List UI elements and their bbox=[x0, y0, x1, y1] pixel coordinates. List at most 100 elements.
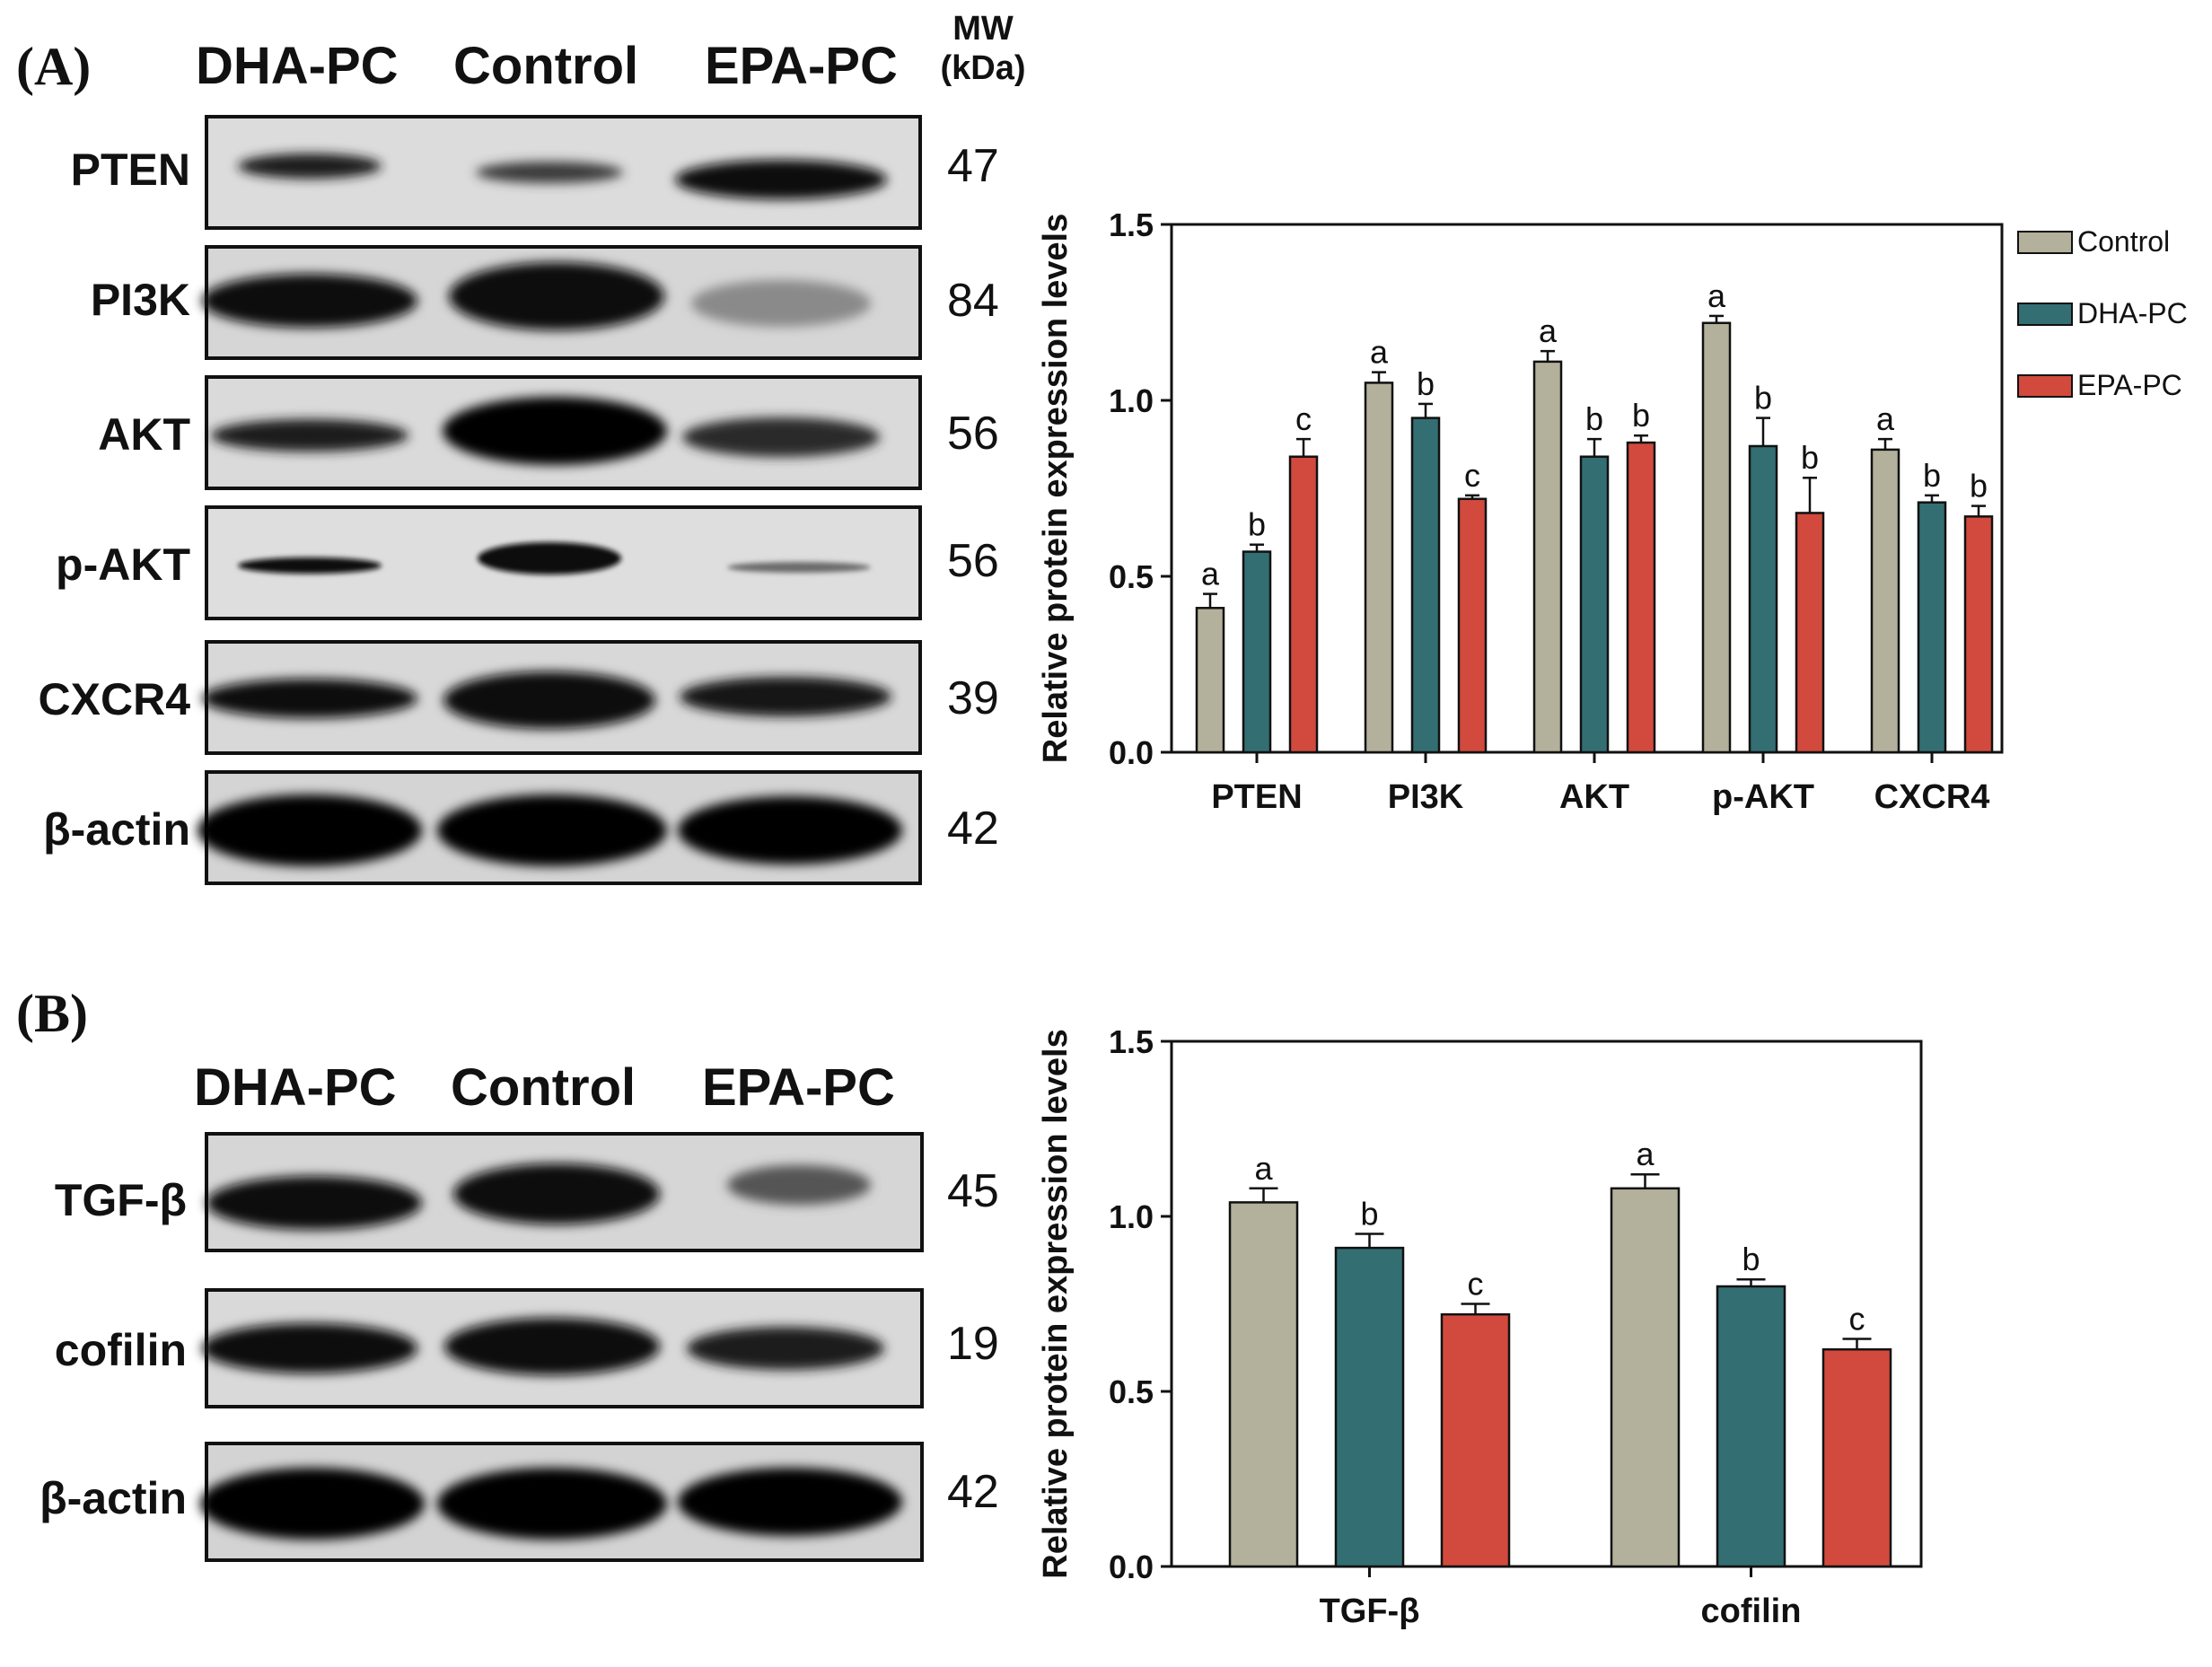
chart-a-ytick-label: 1.5 bbox=[1109, 206, 1154, 243]
blot-b-protein-1: cofilin bbox=[54, 1325, 187, 1375]
blot-a-protein-2: AKT bbox=[98, 409, 190, 460]
chart-b-sig-letter-1-2: c bbox=[1849, 1301, 1865, 1338]
chart-a-bar-3-0 bbox=[1701, 321, 1732, 754]
chart-a-sig-letter-2-1: b bbox=[1585, 400, 1603, 437]
chart-b-bar-0-2 bbox=[1440, 1312, 1511, 1568]
chart-b-sig-letter-1-0: a bbox=[1636, 1136, 1655, 1172]
chart-a-legend-swatch-2 bbox=[2017, 374, 2073, 398]
chart-a-ytick-label: 0.0 bbox=[1109, 734, 1154, 771]
panel-a-label: (A) bbox=[16, 37, 92, 96]
chart-a-sig-letter-3-0: a bbox=[1707, 277, 1726, 314]
blot-b-1 bbox=[202, 1288, 924, 1408]
chart-b-ytick-label: 1.0 bbox=[1109, 1198, 1154, 1235]
chart-a-sig-letter-0-2: c bbox=[1295, 400, 1312, 437]
blot-b-protein-2: β-actin bbox=[40, 1473, 187, 1523]
lane-label-epa-pc: EPA-PC bbox=[705, 37, 898, 95]
blot-a-protein-3: p-AKT bbox=[56, 540, 190, 590]
chart-b-sig-letter-0-2: c bbox=[1468, 1266, 1484, 1303]
blot-a-mw-3: 56 bbox=[947, 535, 999, 587]
chart-a-sig-letter-4-1: b bbox=[1923, 457, 1941, 494]
chart-b-ytick-label: 0.5 bbox=[1109, 1373, 1154, 1410]
chart-a-xtick-label-2: AKT bbox=[1559, 778, 1629, 816]
chart-a-xtick-label-0: PTEN bbox=[1211, 778, 1302, 816]
chart-a-bar-4-0 bbox=[1870, 448, 1900, 754]
chart-b-ytick-label: 1.5 bbox=[1109, 1023, 1154, 1060]
blot-a-3 bbox=[205, 505, 922, 620]
chart-a-legend-swatch-1 bbox=[2017, 303, 2073, 326]
chart-a-bar-1-0 bbox=[1364, 382, 1394, 754]
chart-a: 0.0 0.5 1.0 1.5 Relative protein expression … bbox=[1037, 206, 2188, 816]
chart-a-sig-letter-1-2: c bbox=[1464, 457, 1480, 494]
chart-b-ylabel: Relative protein expression levels bbox=[1037, 1029, 1075, 1579]
chart-b-bar-1-1 bbox=[1716, 1285, 1786, 1568]
mw-header-line2: (kDa) bbox=[940, 49, 1026, 87]
chart-b-sig-letter-0-1: b bbox=[1360, 1196, 1378, 1233]
chart-a-bar-3-1 bbox=[1748, 444, 1778, 754]
blot-a-mw-5: 42 bbox=[947, 803, 999, 855]
chart-b-bar-0-0 bbox=[1228, 1201, 1299, 1568]
chart-a-ytick-label: 0.5 bbox=[1109, 558, 1154, 595]
chart-b-ytick-label: 0.0 bbox=[1109, 1549, 1154, 1585]
blot-b-2 bbox=[200, 1442, 924, 1562]
chart-a-sig-letter-4-2: b bbox=[1970, 468, 1988, 504]
chart-b-sig-letter-1-1: b bbox=[1742, 1241, 1760, 1277]
blot-b-mw-2: 42 bbox=[947, 1466, 999, 1518]
panel-b-label: (B) bbox=[16, 984, 88, 1043]
chart-a-legend-label-1: DHA-PC bbox=[2077, 297, 2188, 329]
chart-a-bar-4-2 bbox=[1963, 515, 1994, 754]
blot-b-images bbox=[200, 1132, 924, 1562]
blot-a-mw-4: 39 bbox=[947, 672, 999, 724]
chart-b-sig-letter-0-0: a bbox=[1254, 1150, 1273, 1187]
blot-a-protein-4: CXCR4 bbox=[38, 674, 190, 724]
blot-a-0 bbox=[205, 115, 922, 230]
chart-a-bar-2-2 bbox=[1626, 441, 1656, 754]
chart-a-bar-2-1 bbox=[1579, 455, 1610, 754]
blot-a-images bbox=[198, 115, 922, 885]
chart-a-bar-0-1 bbox=[1242, 550, 1272, 754]
chart-a-sig-letter-3-1: b bbox=[1754, 380, 1772, 417]
lane-b-label-control: Control bbox=[451, 1058, 636, 1117]
blot-a-mw-2: 56 bbox=[947, 408, 999, 460]
lane-label-dha-pc: DHA-PC bbox=[196, 37, 399, 95]
mw-header: MW (kDa) bbox=[925, 9, 1041, 88]
chart-a-sig-letter-1-1: b bbox=[1417, 365, 1435, 402]
chart-a-bar-1-2 bbox=[1457, 497, 1488, 754]
chart-a-sig-letter-2-2: b bbox=[1632, 397, 1650, 434]
chart-a-legend-label-2: EPA-PC bbox=[2077, 369, 2182, 401]
chart-b-bar-1-0 bbox=[1610, 1187, 1681, 1568]
chart-a-bar-1-1 bbox=[1410, 417, 1441, 754]
chart-a-bar-0-2 bbox=[1288, 455, 1319, 754]
chart-a-sig-letter-1-0: a bbox=[1370, 334, 1389, 371]
chart-a-xtick-label-1: PI3K bbox=[1388, 778, 1464, 816]
blot-a-protein-1: PI3K bbox=[90, 275, 190, 325]
lane-b-label-epa-pc: EPA-PC bbox=[702, 1058, 895, 1117]
lane-b-label-dha-pc: DHA-PC bbox=[194, 1058, 397, 1117]
chart-a-sig-letter-0-1: b bbox=[1248, 506, 1266, 543]
chart-a-sig-letter-4-0: a bbox=[1876, 400, 1895, 437]
mw-header-line1: MW bbox=[952, 10, 1014, 48]
blot-b-0 bbox=[205, 1132, 924, 1252]
chart-a-xtick-label-3: p-AKT bbox=[1712, 778, 1814, 816]
blot-b-mw-1: 19 bbox=[947, 1318, 999, 1370]
lane-label-control: Control bbox=[453, 37, 639, 95]
chart-a-legend-label-0: Control bbox=[2077, 225, 2170, 258]
blot-b-protein-0: TGF-β bbox=[54, 1175, 187, 1225]
chart-a-sig-letter-0-0: a bbox=[1201, 556, 1220, 592]
chart-a-bar-0-0 bbox=[1195, 607, 1225, 754]
blot-a-protein-5: β-actin bbox=[43, 804, 190, 855]
blot-a-4 bbox=[202, 640, 922, 755]
blot-a-2 bbox=[205, 375, 922, 490]
chart-a-sig-letter-3-2: b bbox=[1801, 439, 1819, 476]
blot-a-mw-1: 84 bbox=[947, 275, 999, 327]
chart-a-ylabel: Relative protein expression levels bbox=[1037, 214, 1075, 764]
chart-a-bar-3-2 bbox=[1795, 512, 1825, 754]
chart-a-xtick-label-4: CXCR4 bbox=[1874, 778, 1990, 816]
chart-b-bar-0-1 bbox=[1334, 1246, 1405, 1568]
chart-b-bar-1-2 bbox=[1821, 1347, 1892, 1568]
chart-b: 0.0 0.5 1.0 1.5 Relative protein expression … bbox=[1037, 1023, 1923, 1630]
chart-a-legend-swatch-0 bbox=[2017, 231, 2073, 254]
chart-b-xtick-label-1: cofilin bbox=[1701, 1592, 1802, 1630]
blot-b-mw-0: 45 bbox=[947, 1165, 999, 1217]
chart-b-xtick-label-0: TGF-β bbox=[1320, 1592, 1420, 1630]
chart-a-bar-2-0 bbox=[1532, 360, 1563, 754]
